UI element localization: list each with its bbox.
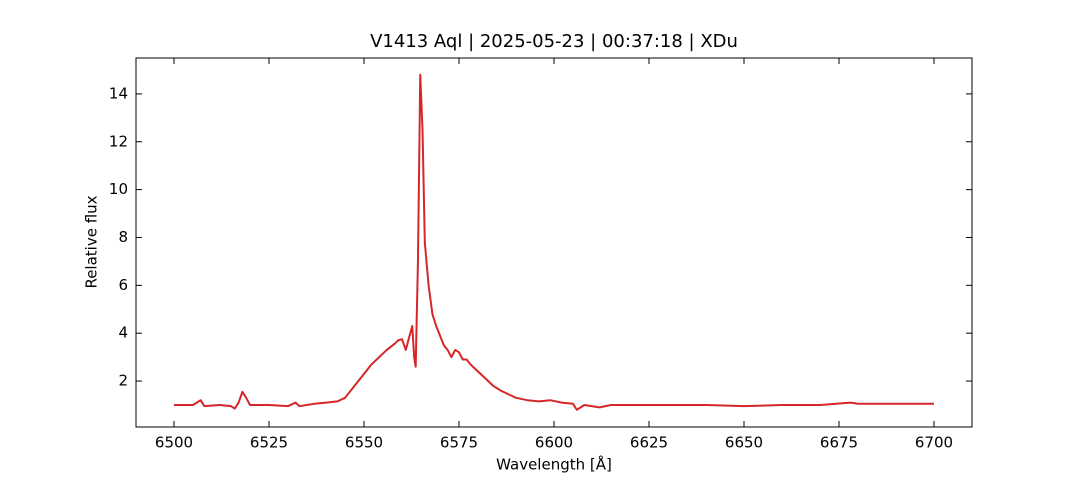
- x-tick-label: 6500: [155, 434, 193, 452]
- y-axis-label: Relative flux: [83, 195, 101, 288]
- x-tick-label: 6575: [440, 434, 478, 452]
- plot-frame: [135, 57, 973, 428]
- x-tick-label: 6700: [915, 434, 953, 452]
- x-tick-label: 6675: [820, 434, 858, 452]
- x-axis-label: Wavelength [Å]: [496, 455, 612, 474]
- chart-title: V1413 Aql | 2025-05-23 | 00:37:18 | XDu: [370, 31, 738, 52]
- y-tick-label: 14: [109, 84, 128, 102]
- spectrum-line: [174, 73, 934, 411]
- y-tick-label: 4: [118, 324, 128, 342]
- x-tick-label: 6600: [535, 434, 573, 452]
- y-tick-label: 2: [118, 372, 128, 390]
- y-tick-label: 12: [109, 132, 128, 150]
- x-tick-label: 6625: [630, 434, 668, 452]
- y-tick-label: 6: [118, 276, 128, 294]
- y-tick-label: 8: [118, 228, 128, 246]
- x-tick-label: 6650: [725, 434, 763, 452]
- x-tick-label: 6525: [250, 434, 288, 452]
- y-tick-label: 10: [109, 180, 128, 198]
- x-tick-label: 6550: [345, 434, 383, 452]
